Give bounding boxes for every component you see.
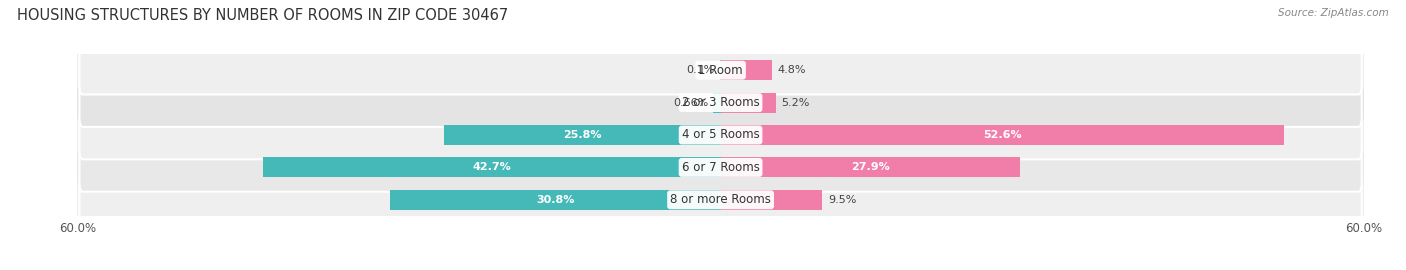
Text: 42.7%: 42.7% <box>472 162 510 173</box>
Bar <box>77 86 1364 119</box>
Bar <box>77 54 1364 86</box>
Bar <box>721 60 772 80</box>
Text: 27.9%: 27.9% <box>851 162 890 173</box>
Text: 8 or more Rooms: 8 or more Rooms <box>671 193 770 206</box>
Bar <box>263 157 721 177</box>
Text: 52.6%: 52.6% <box>983 130 1022 140</box>
Bar <box>721 93 776 113</box>
Bar <box>721 157 1019 177</box>
Text: HOUSING STRUCTURES BY NUMBER OF ROOMS IN ZIP CODE 30467: HOUSING STRUCTURES BY NUMBER OF ROOMS IN… <box>17 8 508 23</box>
Text: 0.66%: 0.66% <box>673 97 709 108</box>
Bar <box>77 119 1364 151</box>
Text: 4.8%: 4.8% <box>778 65 806 75</box>
FancyBboxPatch shape <box>80 111 1361 159</box>
Bar <box>713 93 721 113</box>
Bar <box>77 184 1364 216</box>
Text: 25.8%: 25.8% <box>562 130 602 140</box>
Text: Source: ZipAtlas.com: Source: ZipAtlas.com <box>1278 8 1389 18</box>
Text: 0.1%: 0.1% <box>686 65 714 75</box>
Text: 9.5%: 9.5% <box>828 195 856 205</box>
Bar <box>721 190 823 210</box>
FancyBboxPatch shape <box>80 46 1361 94</box>
Text: 6 or 7 Rooms: 6 or 7 Rooms <box>682 161 759 174</box>
Bar <box>77 151 1364 184</box>
FancyBboxPatch shape <box>80 176 1361 224</box>
Bar <box>721 125 1285 145</box>
FancyBboxPatch shape <box>80 78 1361 127</box>
Text: 1 Room: 1 Room <box>699 64 742 77</box>
Bar <box>391 190 721 210</box>
Text: 5.2%: 5.2% <box>782 97 810 108</box>
Bar <box>444 125 721 145</box>
Text: 30.8%: 30.8% <box>536 195 575 205</box>
FancyBboxPatch shape <box>80 143 1361 192</box>
Text: 4 or 5 Rooms: 4 or 5 Rooms <box>682 129 759 141</box>
Text: 2 or 3 Rooms: 2 or 3 Rooms <box>682 96 759 109</box>
